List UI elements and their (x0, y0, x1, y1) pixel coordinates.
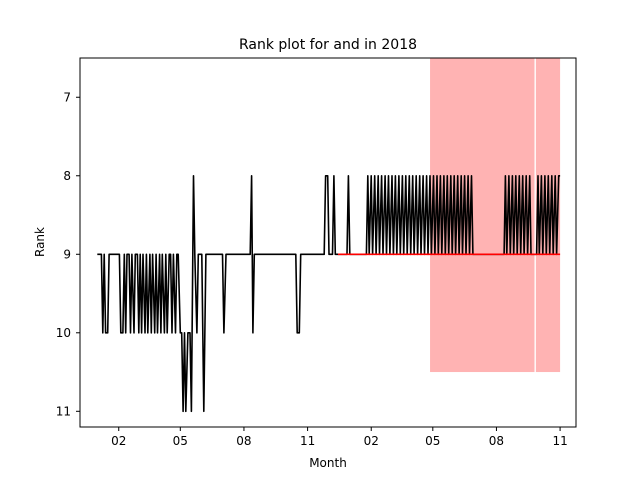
series-line-0 (97, 175, 561, 413)
y-tick-label-4: 11 (56, 404, 71, 418)
series-lines (97, 175, 561, 413)
x-tick-label-6: 08 (489, 434, 504, 448)
x-tick-label-2: 08 (236, 434, 251, 448)
y-tick-label-3: 10 (56, 326, 71, 340)
x-axis-ticks: 02 05 08 11 02 05 08 11 (111, 427, 568, 448)
y-tick-label-1: 8 (63, 169, 71, 183)
x-tick-label-1: 05 (173, 434, 188, 448)
x-tick-label-4: 02 (364, 434, 379, 448)
chart-title: Rank plot for and in 2018 (239, 37, 417, 53)
x-tick-label-0: 02 (111, 434, 126, 448)
plot-frame (79, 57, 577, 428)
y-tick-label-0: 7 (63, 90, 71, 104)
x-tick-label-3: 11 (300, 434, 315, 448)
x-tick-label-5: 05 (425, 434, 440, 448)
y-tick-label-2: 9 (63, 247, 71, 261)
x-axis-label: Month (309, 456, 347, 470)
y-axis-ticks: 7 8 9 10 11 (56, 90, 80, 418)
y-axis-label: Rank (33, 227, 47, 257)
x-tick-label-7: 11 (552, 434, 567, 448)
